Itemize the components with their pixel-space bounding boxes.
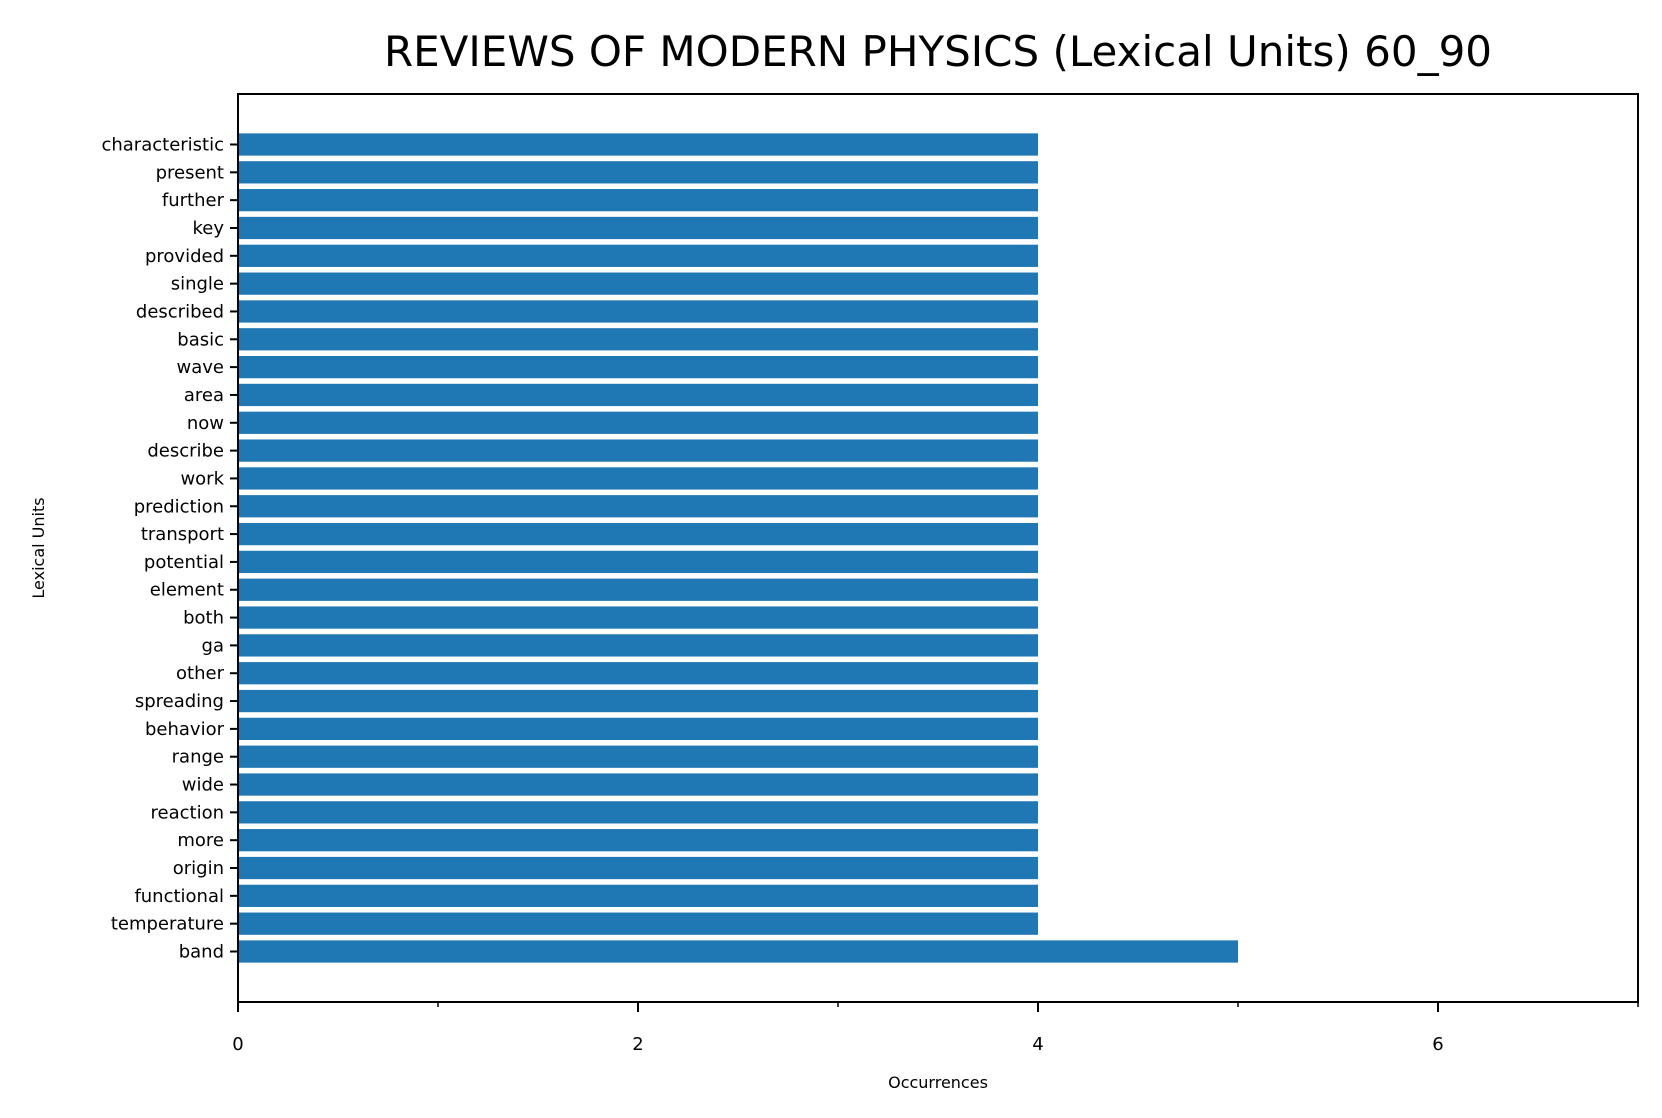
- x-tick-label: 0: [232, 1034, 243, 1055]
- y-tick-label: described: [136, 301, 224, 322]
- x-tick-label: 2: [632, 1034, 643, 1055]
- bar-further: [238, 189, 1038, 212]
- y-tick-label: ga: [202, 635, 224, 656]
- y-tick-label: work: [180, 468, 224, 489]
- y-tick-label: further: [162, 190, 225, 211]
- y-tick-label: wave: [177, 357, 224, 378]
- y-tick-label: basic: [177, 329, 224, 350]
- y-tick-label: other: [176, 663, 225, 684]
- y-tick-label: band: [179, 942, 224, 963]
- bar-transport: [238, 522, 1038, 546]
- bar-provided: [238, 244, 1038, 267]
- bar-ga: [238, 634, 1038, 657]
- bar-wide: [238, 773, 1038, 796]
- y-tick-label: potential: [144, 552, 224, 573]
- y-tick-label: area: [184, 385, 224, 406]
- y-tick-label: present: [156, 162, 224, 183]
- y-tick-label: spreading: [135, 691, 224, 712]
- y-tick-label: provided: [145, 246, 224, 267]
- bar-area: [238, 383, 1038, 407]
- bar-functional: [238, 884, 1038, 907]
- y-tick-label: key: [192, 218, 224, 239]
- bar-origin: [238, 856, 1038, 880]
- bar-present: [238, 161, 1038, 184]
- y-tick-label: origin: [173, 858, 224, 879]
- y-tick-label: wide: [182, 775, 224, 796]
- y-tick-label: single: [171, 274, 224, 295]
- bar-behavior: [238, 717, 1038, 741]
- bar-now: [238, 411, 1038, 434]
- y-tick-label: temperature: [111, 914, 224, 935]
- y-tick-label: range: [172, 747, 224, 768]
- bar-both: [238, 606, 1038, 629]
- y-tick-label: characteristic: [101, 135, 224, 156]
- x-axis-title: Occurrences: [888, 1073, 988, 1092]
- plot-frame: [237, 93, 1639, 1003]
- bar-wave: [238, 355, 1038, 379]
- y-axis-title: Lexical Units: [29, 497, 48, 598]
- bar-more: [238, 829, 1038, 852]
- y-tick-label: both: [183, 608, 224, 629]
- x-tick-label: 6: [1432, 1034, 1443, 1055]
- bars-group: [238, 133, 1238, 963]
- bar-characteristic: [238, 133, 1038, 156]
- y-tick-label: more: [177, 830, 224, 851]
- bar-described: [238, 300, 1038, 323]
- y-tick-label: behavior: [145, 719, 225, 740]
- bar-spreading: [238, 689, 1038, 713]
- y-tick-label: reaction: [151, 802, 225, 823]
- bar-describe: [238, 439, 1038, 462]
- y-tick-label: now: [187, 413, 224, 434]
- bar-band: [238, 940, 1238, 963]
- bar-work: [238, 467, 1038, 490]
- y-tick-label: transport: [141, 524, 224, 545]
- y-tick-label: describe: [147, 441, 224, 462]
- y-tick-label: functional: [134, 886, 224, 907]
- bar-potential: [238, 550, 1038, 574]
- bar-element: [238, 578, 1038, 601]
- y-axis-ticks: band temperature functional origin more react…: [101, 135, 238, 963]
- bar-range: [238, 745, 1038, 768]
- bar-other: [238, 662, 1038, 685]
- x-tick-label: 4: [1032, 1034, 1043, 1055]
- x-axis-ticks: 0 2 4 6: [232, 1002, 1639, 1055]
- bar-basic: [238, 328, 1038, 351]
- bar-reaction: [238, 801, 1038, 824]
- bar-prediction: [238, 495, 1038, 518]
- bar-key: [238, 216, 1038, 240]
- bar-temperature: [238, 912, 1038, 935]
- chart-title: REVIEWS OF MODERN PHYSICS (Lexical Units…: [384, 27, 1492, 76]
- bar-single: [238, 272, 1038, 295]
- y-tick-label: prediction: [134, 496, 224, 517]
- y-tick-label: element: [150, 580, 224, 601]
